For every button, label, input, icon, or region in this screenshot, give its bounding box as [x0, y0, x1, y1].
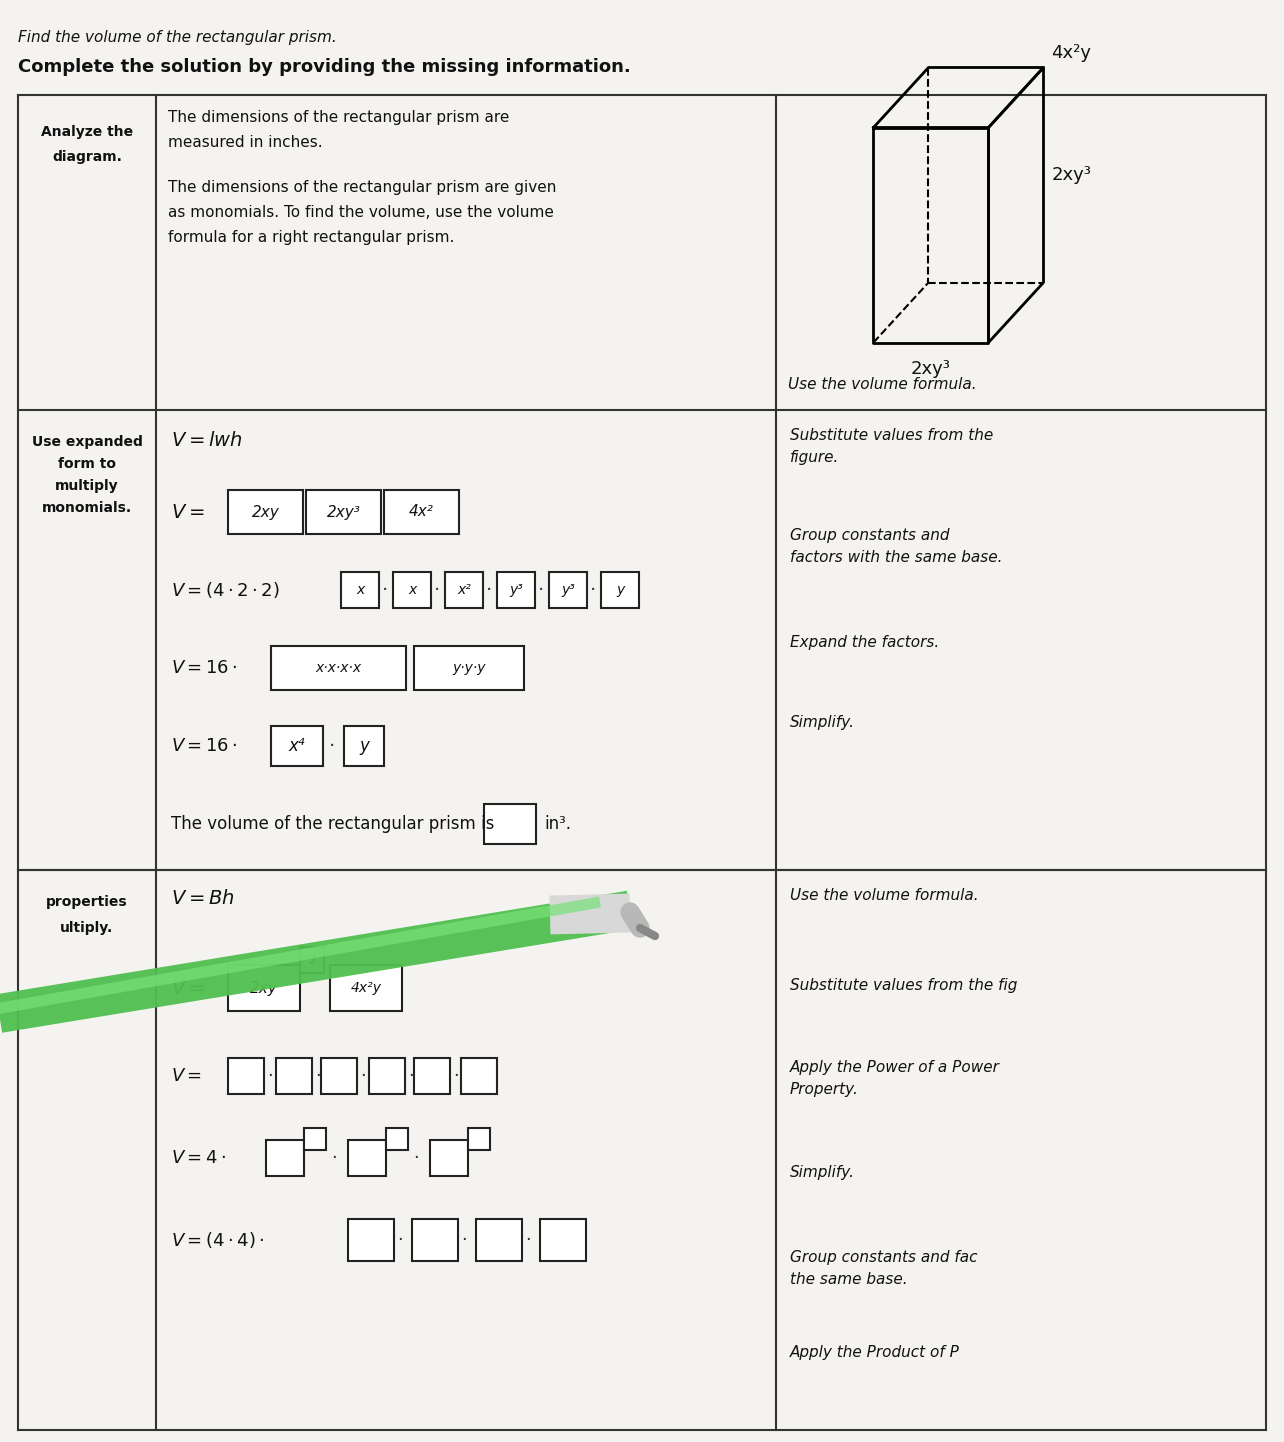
- Text: Use the volume formula.: Use the volume formula.: [790, 888, 978, 903]
- Text: ·: ·: [383, 581, 388, 600]
- Text: $V = Bh$: $V = Bh$: [171, 888, 235, 907]
- Text: 2: 2: [308, 953, 316, 966]
- Text: ·: ·: [538, 581, 544, 600]
- Text: multiply: multiply: [55, 479, 119, 493]
- FancyBboxPatch shape: [484, 805, 535, 844]
- Text: 2xy: 2xy: [252, 505, 280, 519]
- Text: ·: ·: [315, 1067, 321, 1084]
- Text: 4x²y: 4x²y: [351, 981, 381, 995]
- Text: ·: ·: [360, 1067, 366, 1084]
- FancyBboxPatch shape: [430, 1141, 467, 1177]
- FancyBboxPatch shape: [601, 572, 639, 609]
- Text: y: y: [360, 737, 369, 756]
- Text: ·: ·: [331, 1149, 336, 1167]
- FancyBboxPatch shape: [461, 1058, 497, 1094]
- Text: $V = (4 \cdot 4) \cdot$: $V = (4 \cdot 4) \cdot$: [171, 1230, 265, 1250]
- Text: Group constants and fac: Group constants and fac: [790, 1250, 977, 1265]
- FancyBboxPatch shape: [271, 725, 324, 766]
- Text: The dimensions of the rectangular prism are given: The dimensions of the rectangular prism …: [168, 180, 556, 195]
- Text: 4x²: 4x²: [410, 505, 434, 519]
- FancyBboxPatch shape: [321, 1058, 357, 1094]
- Text: in³.: in³.: [544, 815, 571, 833]
- Text: x: x: [356, 583, 365, 597]
- FancyBboxPatch shape: [342, 572, 379, 609]
- Text: ·: ·: [413, 1149, 419, 1167]
- Text: y³: y³: [561, 583, 575, 597]
- Text: ·: ·: [329, 737, 335, 756]
- Text: x⁴: x⁴: [289, 737, 306, 756]
- Text: Substitute values from the: Substitute values from the: [790, 428, 994, 443]
- Text: ·: ·: [397, 1231, 403, 1249]
- FancyBboxPatch shape: [384, 490, 458, 534]
- Text: ·: ·: [434, 581, 440, 600]
- Text: Use the volume formula.: Use the volume formula.: [788, 376, 977, 392]
- Text: factors with the same base.: factors with the same base.: [790, 549, 1003, 565]
- Text: x: x: [408, 583, 416, 597]
- FancyBboxPatch shape: [413, 646, 524, 691]
- Text: $V =$: $V =$: [171, 502, 204, 522]
- FancyBboxPatch shape: [271, 646, 406, 691]
- Text: Group constants and: Group constants and: [790, 528, 949, 544]
- Text: $V = 16 \cdot$: $V = 16 \cdot$: [171, 737, 238, 756]
- Text: $V = (4 \cdot 2 \cdot 2)$: $V = (4 \cdot 2 \cdot 2)$: [171, 580, 280, 600]
- Text: ·: ·: [487, 581, 492, 600]
- Text: 2xy³: 2xy³: [326, 505, 361, 519]
- Text: ·: ·: [525, 1231, 530, 1249]
- Text: monomials.: monomials.: [42, 500, 132, 515]
- FancyBboxPatch shape: [330, 965, 402, 1011]
- FancyBboxPatch shape: [266, 1141, 304, 1177]
- Text: measured in inches.: measured in inches.: [168, 136, 322, 150]
- FancyBboxPatch shape: [276, 1058, 312, 1094]
- Text: x²: x²: [457, 583, 471, 597]
- Text: Apply the Power of a Power: Apply the Power of a Power: [790, 1060, 1000, 1074]
- Text: ·: ·: [461, 1231, 467, 1249]
- FancyBboxPatch shape: [229, 965, 300, 1011]
- Text: $V = 16 \cdot$: $V = 16 \cdot$: [171, 659, 238, 676]
- Text: Simplify.: Simplify.: [790, 1165, 855, 1180]
- Text: Property.: Property.: [790, 1082, 859, 1097]
- FancyBboxPatch shape: [304, 1128, 326, 1151]
- Text: y³: y³: [508, 583, 523, 597]
- FancyBboxPatch shape: [348, 1218, 394, 1260]
- Text: Find the volume of the rectangular prism.: Find the volume of the rectangular prism…: [18, 30, 336, 45]
- Text: ultiply.: ultiply.: [60, 921, 113, 934]
- FancyBboxPatch shape: [413, 1058, 449, 1094]
- Text: Use expanded: Use expanded: [32, 435, 143, 448]
- FancyBboxPatch shape: [497, 572, 535, 609]
- Text: the same base.: the same base.: [790, 1272, 908, 1288]
- Text: $V =$: $V =$: [171, 1067, 202, 1084]
- Text: 2xy: 2xy: [250, 981, 277, 995]
- FancyBboxPatch shape: [541, 1218, 586, 1260]
- Text: form to: form to: [58, 457, 116, 472]
- Text: The volume of the rectangular prism is: The volume of the rectangular prism is: [171, 815, 494, 833]
- Text: figure.: figure.: [790, 450, 840, 464]
- Text: ·: ·: [591, 581, 596, 600]
- FancyBboxPatch shape: [306, 490, 381, 534]
- Text: diagram.: diagram.: [53, 150, 122, 164]
- Text: ·: ·: [267, 1067, 272, 1084]
- FancyBboxPatch shape: [229, 490, 303, 534]
- Text: 2xy³: 2xy³: [912, 360, 951, 378]
- FancyBboxPatch shape: [369, 1058, 404, 1094]
- Text: x·x·x·x: x·x·x·x: [316, 660, 362, 675]
- FancyBboxPatch shape: [393, 572, 431, 609]
- Text: $V = 4 \cdot$: $V = 4 \cdot$: [171, 1149, 226, 1167]
- Text: $V =$: $V =$: [171, 979, 204, 998]
- Text: ·: ·: [408, 1067, 413, 1084]
- Text: y: y: [616, 583, 624, 597]
- FancyBboxPatch shape: [229, 1058, 265, 1094]
- Text: Analyze the: Analyze the: [41, 125, 134, 138]
- Text: Substitute values from the fig: Substitute values from the fig: [790, 978, 1017, 994]
- Text: 4x²y: 4x²y: [1052, 45, 1091, 62]
- Text: $V = lwh$: $V = lwh$: [171, 431, 243, 450]
- FancyBboxPatch shape: [467, 1128, 490, 1151]
- FancyBboxPatch shape: [412, 1218, 458, 1260]
- Text: as monomials. To find the volume, use the volume: as monomials. To find the volume, use th…: [168, 205, 553, 221]
- Text: Expand the factors.: Expand the factors.: [790, 634, 940, 650]
- Text: formula for a right rectangular prism.: formula for a right rectangular prism.: [168, 231, 455, 245]
- Text: Complete the solution by providing the missing information.: Complete the solution by providing the m…: [18, 58, 630, 76]
- FancyBboxPatch shape: [446, 572, 483, 609]
- Text: 2xy³: 2xy³: [1052, 166, 1091, 185]
- FancyBboxPatch shape: [344, 725, 384, 766]
